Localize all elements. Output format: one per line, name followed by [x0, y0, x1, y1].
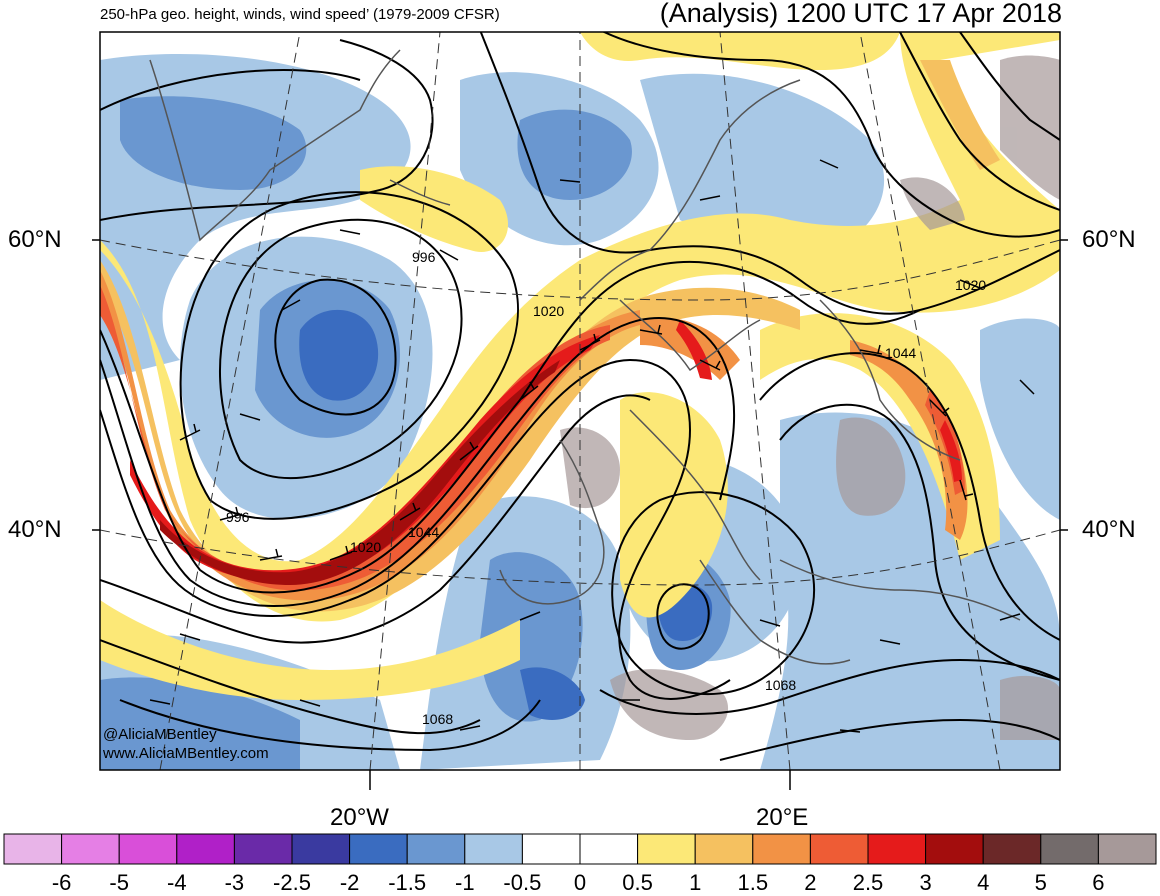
map-frame	[99, 31, 1061, 771]
colorbar-tick-label: -1	[455, 870, 475, 895]
left-title: 250-hPa geo. height, winds, wind speed’ …	[100, 6, 500, 23]
lon-label-20w: 20°W	[330, 804, 389, 831]
colorbar-swatch	[1040, 833, 1099, 865]
colorbar-swatch	[579, 833, 639, 865]
colorbar-swatch	[1097, 833, 1157, 865]
colorbar-swatch	[61, 833, 120, 865]
colorbar-swatch	[291, 833, 351, 865]
lat-label-40n-left: 40°N	[8, 516, 62, 543]
weather-map: 996 996 1020 1020 1044 1044 1020 1068 10…	[92, 31, 1068, 790]
colorbar-tick-label: 4	[977, 870, 990, 895]
colorbar	[3, 833, 1157, 865]
colorbar-tick-label: 1	[689, 870, 702, 895]
colorbar-tick-label: -2	[339, 870, 360, 895]
colorbar-swatch	[464, 833, 523, 865]
contour-label: 1020	[533, 303, 564, 319]
contour-label: 996	[412, 249, 436, 265]
colorbar-tick-label: 6	[1092, 870, 1105, 895]
lon-label-20e: 20°E	[756, 804, 809, 831]
height-contours	[100, 32, 1060, 761]
colorbar-tick-label: 2.5	[852, 870, 884, 895]
colorbar-swatch	[118, 833, 178, 865]
contour-label: 1020	[955, 277, 986, 293]
credit-website: www.AliciaMBentley.com	[103, 745, 269, 762]
contour-label: 1068	[422, 711, 453, 727]
colorbar-swatch	[233, 833, 293, 865]
colorbar-tick-label: -5	[109, 870, 129, 895]
contour-label: 996	[226, 509, 250, 525]
colorbar-swatch	[176, 833, 235, 865]
lat-label-60n-right: 60°N	[1082, 226, 1136, 253]
lat-label-60n-left: 60°N	[8, 226, 62, 253]
contour-label: 1020	[350, 539, 381, 555]
colorbar-tick-label: -2.5	[273, 870, 311, 895]
contour-label: 1044	[408, 524, 439, 540]
positive-anomaly-areas	[100, 32, 1060, 700]
colorbar-tick-label: -3	[224, 870, 245, 895]
colorbar-swatch	[406, 833, 466, 865]
credit-handle: @AliciaMBentley	[103, 726, 217, 743]
colorbar-tick-label: -6	[51, 870, 72, 895]
contour-label: 1044	[885, 345, 916, 361]
colorbar-swatch	[867, 833, 927, 865]
colorbar-tick-label: 1.5	[737, 870, 769, 895]
colorbar-swatch	[521, 833, 581, 865]
colorbar-tick-label: 5	[1034, 870, 1047, 895]
colorbar-tick-label: -0.5	[503, 870, 542, 895]
colorbar-swatch	[694, 833, 754, 865]
colorbar-swatch	[752, 833, 811, 865]
wind-barbs	[149, 159, 1035, 733]
colorbar-tick-label: 3	[919, 870, 932, 895]
lat-label-40n-right: 40°N	[1082, 516, 1136, 543]
colorbar-tick-label: 2	[804, 870, 817, 895]
right-title: (Analysis) 1200 UTC 17 Apr 2018	[659, 0, 1062, 28]
colorbar-swatch	[925, 833, 984, 865]
colorbar-tick-label: -4	[167, 870, 187, 895]
colorbar-swatch	[3, 833, 63, 865]
coastlines	[149, 49, 1021, 665]
colorbar-tick-label: -1.5	[388, 870, 427, 895]
colorbar-tick-label: 0.5	[622, 870, 653, 895]
contour-label: 1068	[765, 677, 796, 693]
colorbar-swatch	[809, 833, 869, 865]
colorbar-swatch	[637, 833, 696, 865]
colorbar-tick-label: 0	[573, 870, 587, 895]
colorbar-swatch	[349, 833, 408, 865]
colorbar-swatch	[982, 833, 1042, 865]
